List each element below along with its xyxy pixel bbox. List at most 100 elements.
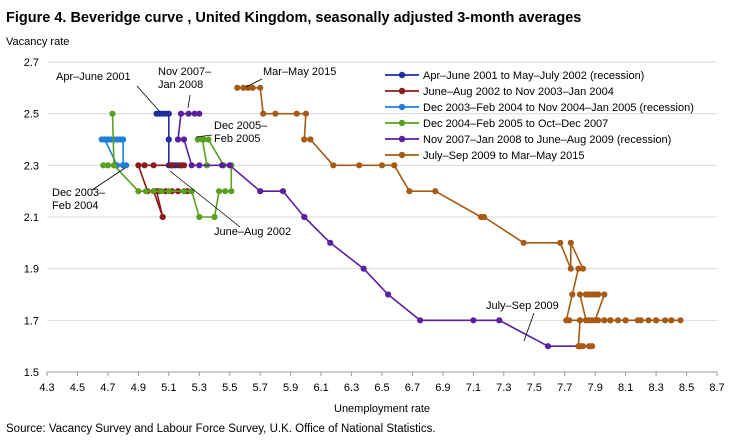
source-note: Source: Vacancy Survey and Labour Force … bbox=[6, 423, 436, 435]
annotation-leader bbox=[523, 312, 535, 342]
series-6-point bbox=[557, 239, 564, 246]
series-5-point bbox=[544, 343, 552, 350]
series-4-point bbox=[199, 136, 206, 143]
legend-label: Dec 2004–Feb 2005 to Oct–Dec 2007 bbox=[423, 118, 608, 130]
legend-swatch-marker bbox=[398, 135, 406, 143]
series-6-point bbox=[668, 317, 675, 324]
series-6-point bbox=[579, 265, 587, 272]
series-6-point bbox=[586, 317, 593, 324]
series-4-point bbox=[211, 213, 218, 221]
series-5-point bbox=[279, 188, 287, 195]
series-5-point bbox=[174, 136, 182, 143]
x-tick-label: 5.5 bbox=[222, 382, 237, 394]
series-6-point bbox=[653, 317, 660, 324]
y-tick-label: 2.1 bbox=[24, 212, 39, 224]
annotation-label: Dec 2003– Feb 2004 bbox=[52, 187, 106, 212]
series-6-point bbox=[293, 110, 300, 117]
series-4-point bbox=[110, 162, 118, 169]
series-4-point bbox=[100, 162, 107, 169]
series-5-point bbox=[196, 162, 203, 169]
y-tick-label: 1.9 bbox=[24, 264, 39, 276]
x-tick-label: 7.7 bbox=[557, 382, 572, 394]
annotation-label: Apr–June 2001 bbox=[56, 71, 131, 83]
annotation-label: Dec 2005– Feb 2005 bbox=[214, 120, 268, 145]
annotation-label: Mar–May 2015 bbox=[263, 66, 336, 78]
x-tick-label: 8.3 bbox=[648, 382, 663, 394]
series-5-point bbox=[496, 317, 503, 324]
series-6-point bbox=[307, 136, 314, 143]
series-5-point bbox=[226, 162, 233, 169]
series-4-point bbox=[216, 188, 223, 195]
series-6-point bbox=[234, 84, 241, 91]
series-2-point bbox=[141, 162, 148, 169]
x-tick-label: 7.3 bbox=[496, 382, 511, 394]
series-4-point bbox=[165, 188, 172, 195]
series-5-point bbox=[196, 110, 203, 117]
series-3-point bbox=[123, 162, 130, 169]
legend-swatch-marker bbox=[398, 151, 406, 159]
series-6-point bbox=[477, 213, 485, 221]
legend-label: June–Aug 2002 to Nov 2003–Jan 2004 bbox=[423, 86, 614, 98]
annotation-leader bbox=[91, 167, 126, 191]
series-6-point bbox=[622, 317, 629, 324]
series-5-point bbox=[219, 162, 226, 169]
x-tick-label: 5.1 bbox=[161, 382, 176, 394]
legend-label: Nov 2007–Jan 2008 to June–Aug 2009 (rece… bbox=[423, 134, 671, 146]
series-6-point bbox=[677, 317, 684, 324]
series-6-point bbox=[330, 162, 337, 169]
series-5-point bbox=[301, 213, 308, 221]
series-6-point bbox=[595, 291, 602, 298]
legend-label: Apr–June 2001 to May–July 2002 (recessio… bbox=[423, 70, 644, 82]
series-5-point bbox=[327, 239, 334, 246]
series-6-point bbox=[592, 317, 599, 324]
y-axis-title: Vacancy rate bbox=[6, 36, 69, 48]
series-5-point bbox=[191, 110, 198, 117]
series-6-point bbox=[520, 239, 527, 246]
x-tick-label: 6.5 bbox=[374, 382, 389, 394]
annotation-leader bbox=[169, 170, 241, 228]
series-6-point bbox=[432, 188, 439, 195]
x-tick-label: 8.7 bbox=[709, 382, 724, 394]
series-6-point bbox=[302, 110, 309, 117]
series-6-point bbox=[575, 265, 582, 272]
series-6-point bbox=[249, 84, 256, 91]
series-6-point bbox=[301, 136, 308, 143]
x-tick-label: 5.7 bbox=[253, 382, 268, 394]
series-4-point bbox=[194, 136, 201, 143]
series-6-point bbox=[637, 317, 645, 324]
y-tick-label: 2.7 bbox=[24, 57, 39, 69]
series-line-6 bbox=[237, 87, 682, 348]
series-6-point bbox=[576, 291, 584, 298]
legend-label: July–Sep 2009 to Mar–May 2015 bbox=[423, 150, 584, 162]
series-6-point bbox=[257, 84, 264, 91]
series-5-point bbox=[257, 188, 264, 195]
x-axis-title: Unemployment rate bbox=[334, 403, 430, 415]
series-4-point bbox=[158, 188, 165, 195]
figure-title: Figure 4. Beveridge curve , United Kingd… bbox=[6, 10, 582, 26]
x-tick-label: 8.1 bbox=[618, 382, 633, 394]
series-4-point bbox=[196, 213, 203, 221]
series-6-point bbox=[567, 239, 574, 246]
series-4-point bbox=[109, 110, 116, 117]
series-2-point bbox=[159, 213, 166, 221]
series-6-point bbox=[406, 188, 413, 195]
series-5-point bbox=[185, 110, 192, 117]
x-tick-label: 4.7 bbox=[100, 382, 115, 394]
series-6-point bbox=[240, 84, 247, 91]
legend-swatch-marker bbox=[398, 119, 406, 127]
series-6-point bbox=[563, 317, 570, 324]
y-tick-label: 2.3 bbox=[24, 160, 39, 172]
x-tick-label: 6.9 bbox=[435, 382, 450, 394]
y-tick-label: 1.5 bbox=[24, 367, 39, 379]
series-6-point bbox=[244, 84, 252, 91]
legend-swatch-marker bbox=[398, 103, 406, 111]
series-6-point bbox=[601, 317, 608, 324]
annotation-label: June–Aug 2002 bbox=[214, 226, 291, 238]
x-tick-label: 8.5 bbox=[679, 382, 694, 394]
legend-label: Dec 2003–Feb 2004 to Nov 2004–Jan 2005 (… bbox=[423, 102, 694, 114]
x-tick-label: 6.7 bbox=[405, 382, 420, 394]
series-4-point bbox=[142, 188, 150, 195]
series-6-point bbox=[356, 162, 363, 169]
series-5-point bbox=[188, 162, 195, 169]
